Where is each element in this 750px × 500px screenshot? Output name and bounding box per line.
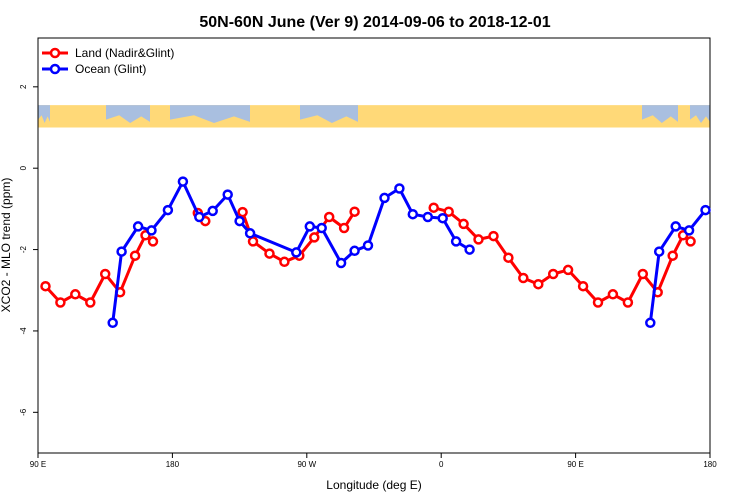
land-data-point (349, 206, 360, 217)
ocean-data-point (653, 246, 665, 257)
ocean-data-point (304, 221, 316, 232)
ocean-data-point (683, 225, 695, 236)
land-data-point (577, 280, 589, 292)
ocean-data-point (107, 317, 118, 329)
ocean-data-point (234, 215, 245, 227)
ocean-data-point (194, 211, 205, 223)
ocean-data-point (349, 245, 360, 257)
ocean-data-point (464, 244, 475, 255)
land-data-point (99, 268, 111, 280)
series-layer (40, 176, 711, 329)
ocean-data-point (177, 176, 189, 187)
ocean-data-point (394, 183, 405, 194)
land-data-point (85, 297, 96, 308)
land-data-point (129, 250, 141, 261)
land-data-point (637, 268, 649, 280)
ocean-data-point (316, 222, 327, 234)
land-data-point (622, 297, 634, 308)
plot-frame (37, 37, 711, 454)
x-tick-label: 90 W (297, 460, 316, 469)
legend-label-land: Land (Nadir&Glint) (75, 46, 174, 60)
ocean-data-point (146, 225, 157, 236)
map-land-2 (170, 105, 250, 124)
y-axis: 2 0 -2 -4 -6 (19, 84, 38, 416)
land-data-point (264, 248, 275, 259)
ocean-data-point (362, 240, 374, 251)
ocean-data-point (207, 205, 218, 217)
map-land-3 (300, 105, 358, 124)
land-data-point (458, 218, 469, 230)
ocean-data-point (335, 257, 347, 269)
x-tick-label: 90 E (567, 460, 583, 469)
land-data-point (667, 250, 678, 261)
ocean-data-point (379, 192, 390, 204)
land-data-point (237, 206, 248, 218)
map-land-5 (690, 105, 710, 124)
ocean-data-point (645, 317, 656, 329)
x-axis: 90 E 180 90 W 0 90 E 180 (30, 453, 717, 469)
land-data-point (443, 206, 454, 217)
land-series-line-3 (433, 206, 692, 304)
chart-title: 50N-60N June (Ver 9) 2014-09-06 to 2018-… (199, 14, 550, 31)
legend: Land (Nadir&Glint) Ocean (Glint) (42, 46, 174, 76)
ocean-data-point (422, 211, 434, 223)
land-data-point (323, 211, 335, 223)
x-axis-label: Longitude (deg E) (326, 478, 421, 492)
land-data-point (279, 256, 290, 268)
ocean-data-point (244, 228, 256, 239)
land-data-point (488, 230, 499, 242)
land-data-point (533, 278, 544, 290)
land-data-point (247, 236, 259, 247)
x-tick-label: 180 (166, 460, 180, 469)
map-land-0 (38, 105, 50, 124)
y-axis-label: XCO2 - MLO trend (ppm) (0, 178, 13, 313)
map-band (38, 105, 710, 128)
ocean-data-point (291, 247, 302, 258)
land-data-point (147, 236, 159, 247)
legend-label-ocean: Ocean (Glint) (75, 62, 146, 76)
map-land-4 (642, 105, 678, 124)
land-data-point (592, 297, 604, 308)
ocean-data-point (450, 236, 462, 247)
map-land-1 (106, 105, 150, 124)
legend-marker-land (49, 47, 61, 59)
land-data-point (55, 297, 66, 308)
land-data-point (473, 234, 484, 245)
land-data-point (70, 289, 81, 300)
x-tick-label: 90 E (30, 460, 46, 469)
ocean-data-point (670, 221, 681, 232)
y-tick-label: -6 (19, 408, 28, 416)
y-tick-label: -2 (19, 245, 28, 253)
ocean-data-point (407, 208, 419, 220)
x-tick-label: 0 (439, 460, 444, 469)
y-tick-label: 0 (19, 165, 28, 170)
legend-marker-ocean (49, 63, 61, 75)
land-data-point (428, 202, 439, 213)
land-data-point (503, 252, 514, 263)
land-data-point (309, 232, 320, 243)
land-data-point (518, 272, 529, 284)
ocean-data-point (132, 221, 144, 232)
ocean-data-point (162, 204, 174, 216)
land-data-point (685, 236, 696, 247)
land-data-point (40, 280, 51, 292)
y-tick-label: -4 (19, 327, 28, 335)
land-data-point (547, 268, 559, 280)
ocean-data-point (222, 189, 233, 200)
y-tick-label: 2 (19, 84, 28, 89)
ocean-data-point (116, 246, 127, 257)
land-series-line-0 (44, 233, 154, 304)
land-data-point (562, 264, 574, 276)
land-data-point (607, 289, 619, 300)
x-tick-label: 180 (703, 460, 717, 469)
land-data-point (338, 222, 350, 234)
ocean-data-point (700, 204, 711, 216)
ocean-data-point (437, 212, 448, 224)
